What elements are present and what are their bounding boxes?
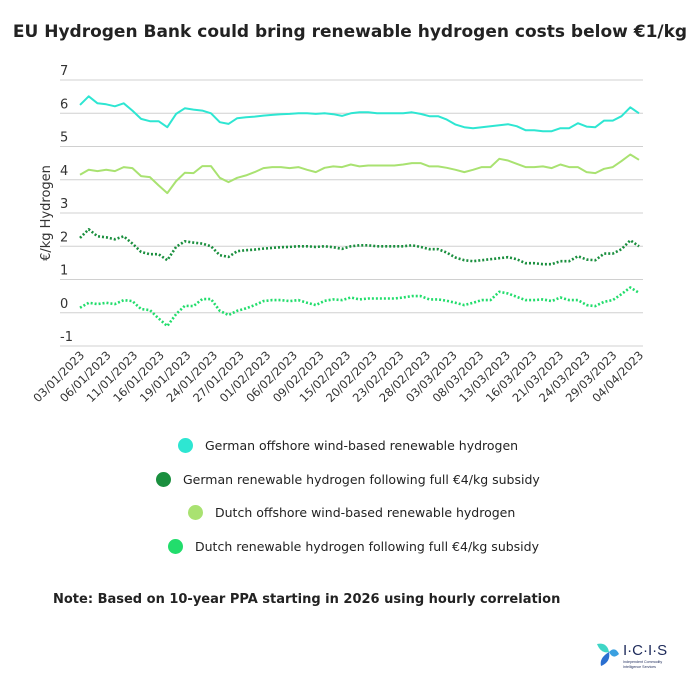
y-tick-label: 1	[60, 264, 68, 279]
legend-swatch	[178, 438, 193, 453]
legend-label: Dutch renewable hydrogen following full …	[195, 539, 539, 554]
svg-text:I·C·I·S: I·C·I·S	[623, 642, 667, 659]
y-tick-label: 0	[60, 297, 68, 312]
legend-item-2: Dutch offshore wind-based renewable hydr…	[188, 505, 515, 520]
legend-item-3: Dutch renewable hydrogen following full …	[168, 539, 539, 554]
y-tick-label: 7	[60, 64, 68, 79]
legend-swatch	[156, 472, 171, 487]
legend-item-1: German renewable hydrogen following full…	[156, 472, 540, 487]
footnote: Note: Based on 10-year PPA starting in 2…	[53, 592, 561, 607]
legend-swatch	[168, 539, 183, 554]
svg-text:Independent Commodity: Independent Commodity	[623, 660, 662, 664]
svg-text:Intelligence Services: Intelligence Services	[623, 665, 656, 669]
icis-logo-mark-icon	[597, 643, 619, 666]
series-line-3	[79, 286, 640, 328]
y-tick-label: 3	[60, 197, 68, 212]
y-tick-label: -1	[60, 330, 73, 345]
y-tick-label: 4	[60, 164, 68, 179]
legend-swatch	[188, 505, 203, 520]
chart-title: EU Hydrogen Bank could bring renewable h…	[12, 22, 688, 42]
series-line-2	[79, 153, 640, 195]
series-line-1	[79, 228, 640, 266]
icis-logo: I·C·I·S Independent Commodity Intelligen…	[597, 642, 667, 669]
series-line-0	[79, 95, 640, 133]
y-tick-label: 5	[60, 131, 68, 146]
y-tick-label: 2	[60, 230, 68, 245]
legend-item-0: German offshore wind-based renewable hyd…	[178, 438, 518, 453]
legend-label: German renewable hydrogen following full…	[183, 472, 540, 487]
legend-label: Dutch offshore wind-based renewable hydr…	[215, 505, 516, 520]
y-axis-label: €/kg Hydrogen	[39, 165, 54, 261]
legend-label: German offshore wind-based renewable hyd…	[205, 438, 519, 453]
y-tick-label: 6	[60, 97, 68, 112]
